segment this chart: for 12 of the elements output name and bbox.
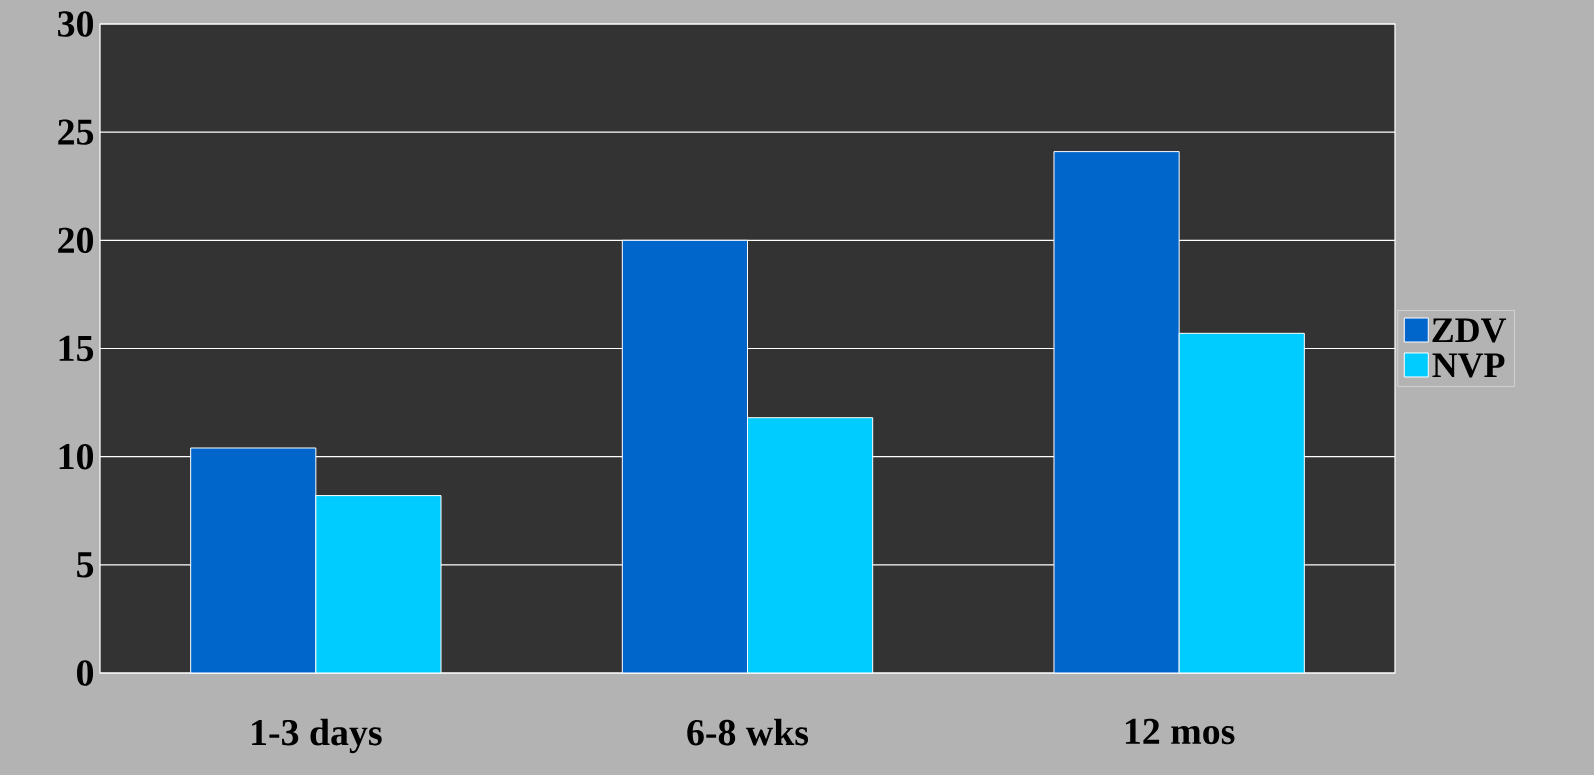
- y-tick-label: 20: [58, 227, 94, 254]
- y-tick-label: 10: [59, 443, 94, 470]
- legend-label: ZDV: [1432, 318, 1507, 343]
- y-tick-label: 5: [77, 552, 94, 578]
- y-tick-label: 30: [58, 11, 94, 37]
- x-tick-label: 6-8 wks: [687, 718, 809, 746]
- y-tick-label: 25: [58, 119, 94, 145]
- y-tick-label: 0: [77, 660, 94, 686]
- y-tick-label: 15: [59, 335, 94, 362]
- x-tick-label: 12 mos: [1125, 718, 1235, 745]
- legend-label: NVP: [1432, 353, 1505, 378]
- x-tick-label: 1-3 days: [252, 718, 382, 754]
